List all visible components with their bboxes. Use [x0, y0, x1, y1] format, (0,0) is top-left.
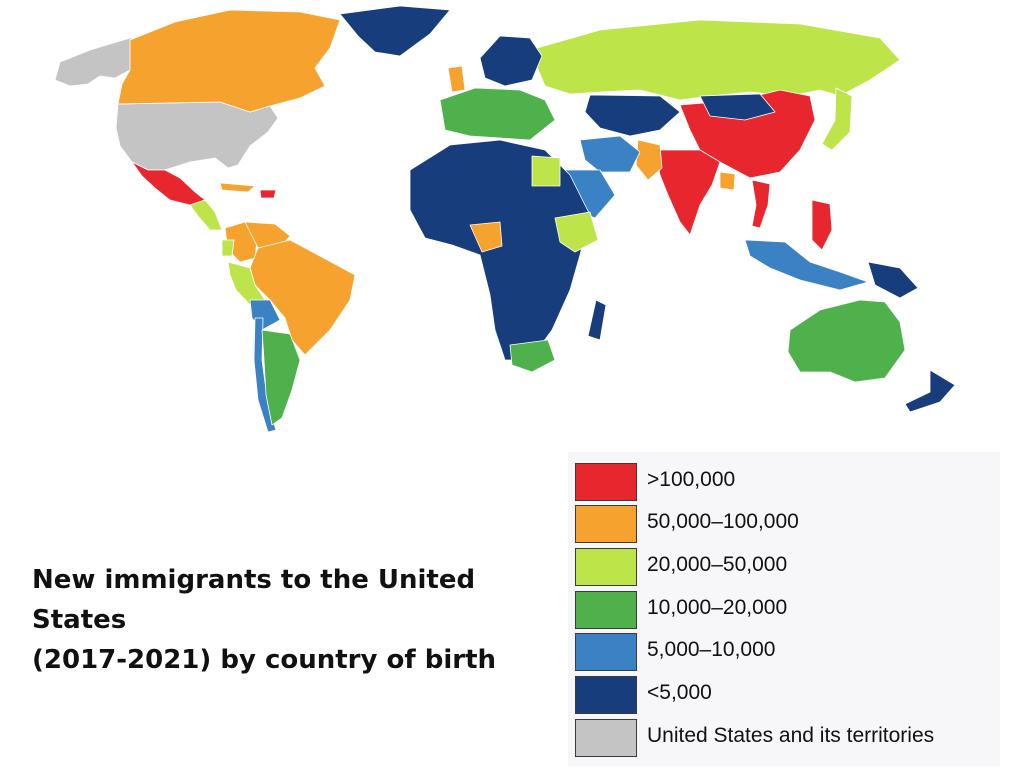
legend-swatch	[575, 719, 637, 757]
legend-item-50k-100k: 50,000–100,000	[575, 502, 995, 544]
region-greenland	[339, 5, 451, 57]
legend-label: 20,000–50,000	[647, 553, 788, 576]
map-title: New immigrants to the United States (201…	[32, 560, 572, 680]
legend-swatch	[575, 505, 637, 543]
region-nigeria	[469, 221, 503, 253]
region-indonesia	[744, 239, 869, 291]
region-kazakhstan	[584, 94, 681, 137]
legend-label: 5,000–10,000	[647, 638, 776, 661]
region-australia	[787, 299, 906, 383]
region-ecuador	[221, 239, 235, 257]
region-dominican-republic	[259, 189, 277, 199]
title-line-2: (2017-2021) by country of birth	[32, 645, 497, 675]
legend-swatch	[575, 633, 637, 671]
region-cuba	[219, 182, 256, 193]
legend-item-20k-50k: 20,000–50,000	[575, 545, 995, 587]
region-argentina	[261, 329, 301, 426]
region-papua-new-guinea	[867, 261, 919, 299]
region-vietnam	[751, 179, 771, 229]
region-mongolia	[699, 93, 776, 121]
region-canada	[117, 9, 341, 113]
legend-swatch	[575, 463, 637, 501]
region-madagascar	[587, 299, 607, 341]
legend-item-10k-20k: 10,000–20,000	[575, 588, 995, 630]
region-india	[654, 149, 721, 236]
legend-label: <5,000	[647, 681, 712, 704]
region-central-america	[189, 199, 223, 231]
region-scandinavia	[479, 35, 543, 87]
legend-item-gt100k: >100,000	[575, 460, 995, 502]
legend-item-us: United States and its territories	[575, 716, 995, 758]
region-africa	[409, 139, 591, 361]
region-russia	[529, 19, 901, 101]
region-iran	[579, 135, 641, 173]
legend-label: >100,000	[647, 468, 736, 491]
legend-swatch	[575, 676, 637, 714]
region-philippines	[811, 199, 833, 251]
legend-swatch	[575, 591, 637, 629]
title-line-1: New immigrants to the United States	[32, 565, 476, 635]
map-legend: >100,000 50,000–100,000 20,000–50,000 10…	[568, 452, 1000, 766]
legend-label: 50,000–100,000	[647, 510, 799, 533]
region-bangladesh	[719, 171, 736, 191]
region-egypt	[531, 155, 561, 187]
region-new-zealand	[904, 369, 956, 413]
region-japan	[821, 87, 853, 151]
region-pakistan	[635, 139, 663, 181]
region-united-kingdom	[447, 65, 466, 93]
legend-item-lt5k: <5,000	[575, 673, 995, 715]
region-south-africa	[509, 339, 556, 373]
region-western-europe	[439, 87, 556, 141]
world-choropleth-map	[54, 5, 956, 433]
region-ethiopia	[554, 211, 599, 253]
region-united-states	[115, 101, 279, 171]
legend-label: 10,000–20,000	[647, 596, 788, 619]
legend-label: United States and its territories	[647, 724, 935, 747]
legend-swatch	[575, 548, 637, 586]
legend-item-5k-10k: 5,000–10,000	[575, 630, 995, 672]
region-alaska	[54, 37, 151, 87]
